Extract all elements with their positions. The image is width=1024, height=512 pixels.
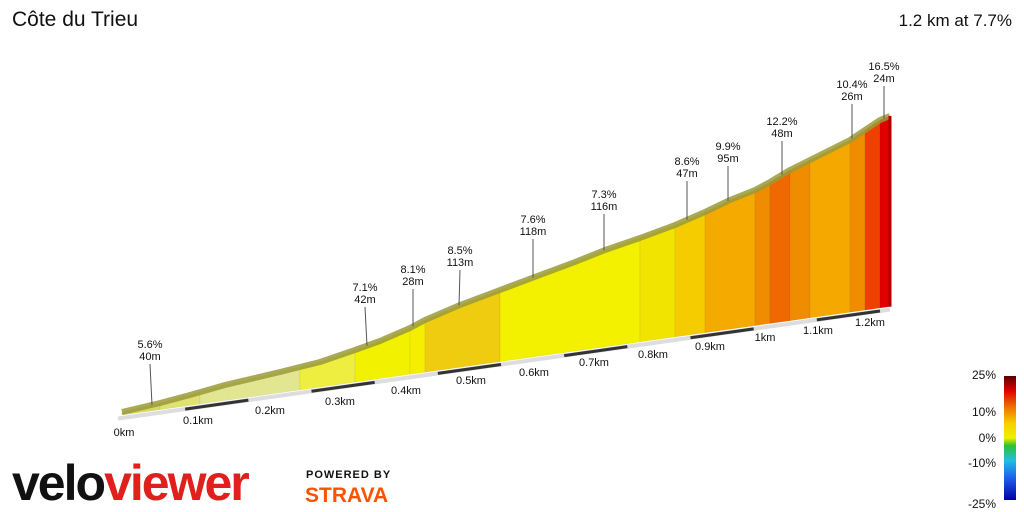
logo-part: velo (12, 455, 105, 511)
distance-label: 0.8km (638, 349, 668, 361)
annotation-grade: 16.5% (868, 61, 899, 73)
annotation-grade: 12.2% (766, 116, 797, 128)
logo-part: viewer (104, 455, 249, 511)
annotation-length: 47m (676, 168, 697, 180)
annotation-length: 40m (139, 351, 160, 363)
color-scale-bar (1004, 376, 1016, 500)
annotation-grade: 7.3% (591, 189, 616, 201)
annotation-grade: 9.9% (715, 141, 740, 153)
annotation-grade: 8.1% (400, 264, 425, 276)
scale-label: -25% (968, 497, 996, 511)
gradient-stripe (639, 224, 676, 343)
summary: 1.2 km at 7.7% (899, 11, 1012, 30)
distance-label: 1km (755, 332, 776, 344)
distance-label: 1.1km (803, 325, 833, 337)
powered-by: POWERED BY (306, 469, 391, 481)
annotation-length: 113m (447, 257, 474, 269)
distance-label: 0.5km (456, 375, 486, 387)
distance-label: 1.2km (855, 317, 885, 329)
distance-label: 0.1km (183, 415, 213, 427)
gradient-stripe (354, 327, 411, 383)
scale-label: 25% (972, 368, 996, 382)
annotation-grade: 7.1% (352, 282, 377, 294)
annotation-grade: 8.6% (674, 156, 699, 168)
profile (117, 113, 892, 421)
distance-band (690, 327, 754, 340)
annotation-length: 28m (402, 276, 423, 288)
gradient-stripe (864, 119, 881, 311)
profile-top-edge (121, 113, 892, 415)
annotation-length: 118m (520, 226, 547, 238)
gradient-stripe (789, 159, 811, 322)
annotation-length: 48m (771, 128, 792, 140)
logo: veloviewer (12, 455, 249, 511)
distance-label: 0km (114, 427, 135, 439)
gradient-stripe (809, 139, 851, 319)
distance-label: 0.9km (695, 341, 725, 353)
annotation-leader (458, 269, 461, 306)
gradient-stripe (769, 169, 791, 324)
scale-label: 0% (979, 431, 997, 445)
distance-label: 0.2km (255, 405, 285, 417)
distance-label: 0.6km (519, 367, 549, 379)
gradient-stripe (674, 211, 706, 338)
distance-label: 0.3km (325, 396, 355, 408)
annotation-length: 95m (717, 153, 738, 165)
distance-band (437, 363, 502, 375)
distance-band (563, 345, 628, 358)
annotation-length: 42m (354, 294, 375, 306)
annotation-leader (149, 363, 153, 405)
annotation-length: 116m (591, 201, 618, 213)
distance-label: 0.4km (391, 385, 421, 397)
scale-label: 10% (972, 405, 996, 419)
distance-label: 0.7km (579, 357, 609, 369)
gradient-stripe (499, 237, 641, 362)
annotation-grade: 10.4% (836, 79, 867, 91)
annotation-length: 24m (873, 73, 894, 85)
annotation-grade: 5.6% (137, 339, 162, 351)
distance-band (184, 398, 249, 411)
annotation-grade: 8.5% (447, 245, 472, 257)
annotation-leader (364, 306, 368, 346)
distance-band (816, 309, 881, 322)
labels: 5.6%40m 7.1%42m 8.1%28m 8.5%113m 7.6%118m 7.3… (114, 61, 997, 511)
gradient-stripe (849, 129, 866, 313)
scale-label: -10% (968, 456, 996, 470)
annotation-length: 26m (841, 91, 862, 103)
distance-band (311, 380, 375, 393)
title: Côte du Trieu (12, 8, 138, 31)
annotation-grade: 7.6% (520, 214, 545, 226)
gradient-stripe (754, 181, 771, 326)
partner-logo: STRAVA (305, 484, 388, 507)
